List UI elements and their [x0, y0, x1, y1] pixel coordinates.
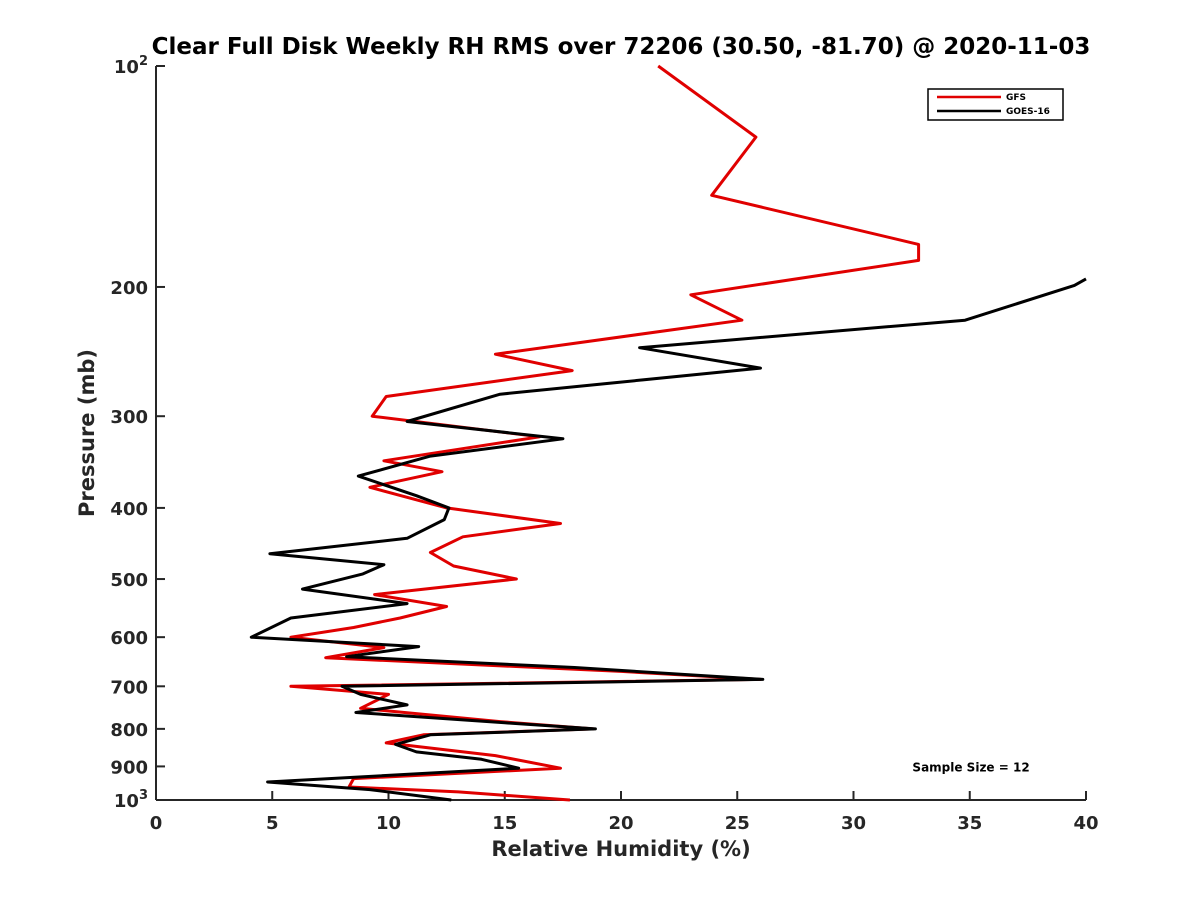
y-axis-label: Pressure (mb) — [75, 349, 99, 517]
series-line-goes-16 — [249, 277, 1087, 802]
x-tick-label: 20 — [608, 813, 633, 834]
x-tick-label: 40 — [1073, 813, 1098, 834]
y-tick-label: 102 — [114, 54, 148, 78]
series-line-gfs — [289, 64, 921, 802]
x-tick-label: 5 — [266, 813, 279, 834]
x-tick-label: 15 — [492, 813, 517, 834]
y-tick-exponent: 2 — [139, 54, 148, 69]
x-tick-label: 10 — [376, 813, 401, 834]
x-axis-label: Relative Humidity (%) — [491, 837, 750, 861]
y-tick-label: 103 — [114, 788, 148, 812]
x-tick-label: 25 — [725, 813, 750, 834]
x-tick-label: 35 — [957, 813, 982, 834]
legend-box — [927, 88, 1064, 121]
series-lines — [249, 64, 1087, 802]
y-tick-base: 10 — [114, 791, 139, 812]
y-tick-label: 700 — [110, 677, 148, 698]
x-tick-label: 0 — [150, 813, 163, 834]
y-tick-base: 10 — [114, 57, 139, 78]
x-ticks: 0 5 10 15 20 25 30 35 40 — [150, 791, 1099, 834]
legend-label-gfs: GFS — [1006, 93, 1026, 103]
chart-title: Clear Full Disk Weekly RH RMS over 72206… — [152, 34, 1091, 60]
legend-label-goes-16: GOES-16 — [1006, 107, 1050, 117]
y-tick-label: 900 — [110, 757, 148, 778]
sample-size-annotation: Sample Size = 12 — [912, 760, 1029, 774]
y-tick-label: 800 — [110, 720, 148, 741]
y-tick-exponent: 3 — [139, 788, 148, 803]
y-tick-label: 200 — [110, 278, 148, 299]
y-tick-label: 600 — [110, 628, 148, 649]
axes — [155, 66, 1086, 801]
y-tick-label: 300 — [110, 407, 148, 428]
x-tick-label: 30 — [841, 813, 866, 834]
legend: GFS GOES-16 — [927, 88, 1064, 121]
y-tick-label: 500 — [110, 570, 148, 591]
y-tick-label: 400 — [110, 499, 148, 520]
